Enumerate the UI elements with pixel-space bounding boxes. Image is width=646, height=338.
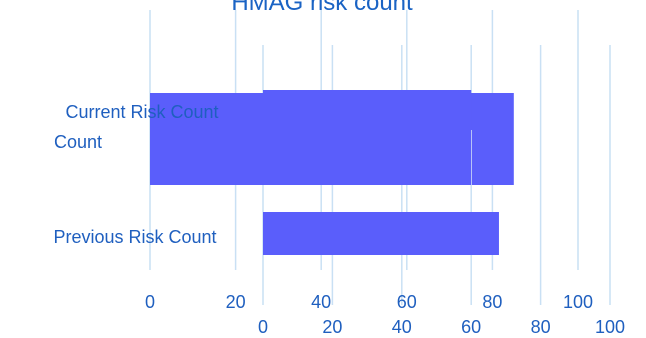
x-tick-label-back-2: 40	[311, 292, 331, 312]
bar-front-0	[263, 90, 472, 185]
x-tick-label-back-1: 20	[226, 292, 246, 312]
x-tick-label-front-3: 60	[461, 317, 481, 337]
x-tick-label-front-4: 80	[531, 317, 551, 337]
x-tick-label-front-0: 0	[258, 317, 268, 337]
x-tick-label-front-1: 20	[322, 317, 342, 337]
x-tick-label-front-5: 100	[595, 317, 625, 337]
chart-title: HMAG risk count	[231, 0, 413, 16]
x-tick-label-back-5: 100	[563, 292, 593, 312]
category-label-previous: Previous Risk Count	[53, 227, 216, 247]
bars-front	[263, 90, 499, 255]
category-label-current-line1: Current Risk Count	[65, 102, 218, 122]
x-tick-label-back-0: 0	[145, 292, 155, 312]
ticks-back: 0 20 40 60 80 100	[145, 292, 593, 312]
bar-front-1	[263, 212, 499, 255]
category-label-current-line2: Count	[54, 132, 102, 152]
x-tick-label-back-3: 60	[397, 292, 417, 312]
x-tick-label-back-4: 80	[482, 292, 502, 312]
x-tick-label-front-2: 40	[392, 317, 412, 337]
ticks-front: 0 20 40 60 80 100	[258, 317, 625, 337]
